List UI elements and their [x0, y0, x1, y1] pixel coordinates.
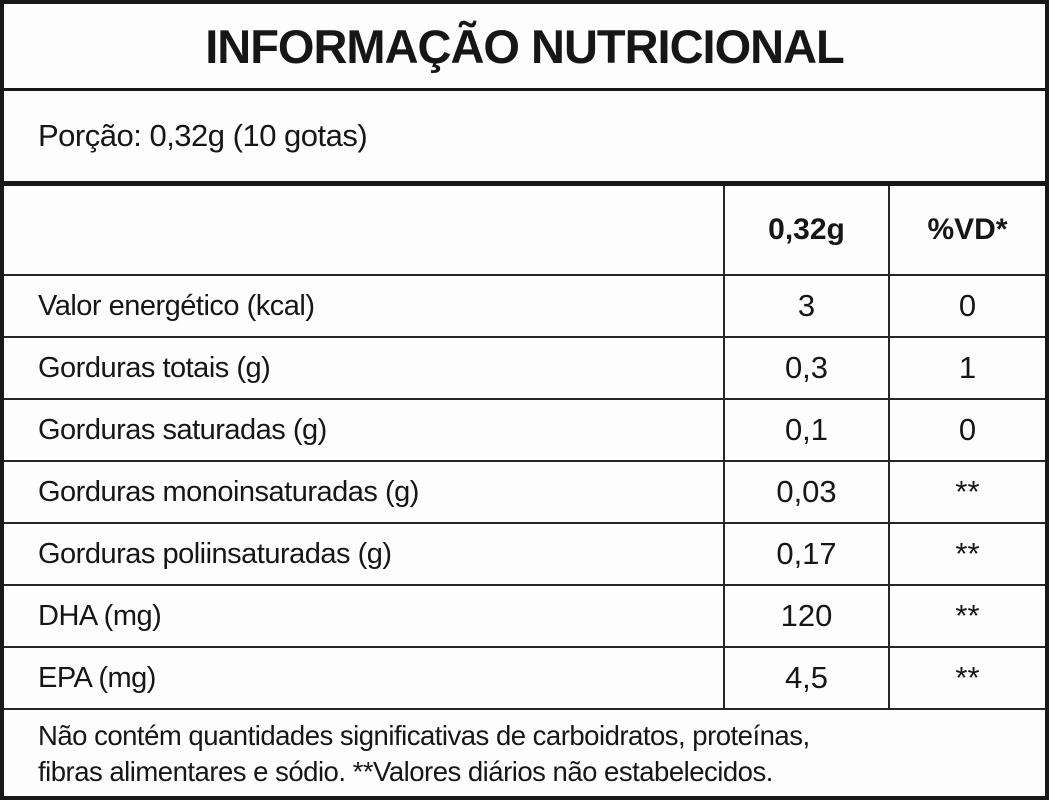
- table-row: Gorduras monoinsaturadas (g) 0,03 **: [4, 462, 1045, 524]
- footnote: Não contém quantidades significativas de…: [4, 710, 1045, 796]
- row-label: Gorduras poliinsaturadas (g): [38, 537, 392, 570]
- row-vd: 0: [888, 400, 1045, 460]
- row-amount: 4,5: [723, 648, 888, 708]
- row-label: Gorduras saturadas (g): [38, 413, 327, 446]
- row-label: Gorduras totais (g): [38, 351, 271, 384]
- table-row: Gorduras saturadas (g) 0,1 0: [4, 400, 1045, 462]
- row-label: Gorduras monoinsaturadas (g): [38, 475, 419, 508]
- row-label: DHA (mg): [38, 599, 162, 632]
- footnote-line: Não contém quantidades significativas de…: [38, 720, 810, 752]
- row-amount: 0,03: [723, 462, 888, 522]
- row-vd: **: [888, 524, 1045, 584]
- table-row: DHA (mg) 120 **: [4, 586, 1045, 648]
- header-amount: 0,32g: [723, 186, 888, 274]
- table-header-row: 0,32g %VD*: [4, 186, 1045, 276]
- table-row: Gorduras totais (g) 0,3 1: [4, 338, 1045, 400]
- table-row: Gorduras poliinsaturadas (g) 0,17 **: [4, 524, 1045, 586]
- table-row: EPA (mg) 4,5 **: [4, 648, 1045, 710]
- row-amount: 0,1: [723, 400, 888, 460]
- row-amount: 0,3: [723, 338, 888, 398]
- row-amount: 3: [723, 276, 888, 336]
- row-vd: **: [888, 462, 1045, 522]
- table-row: Valor energético (kcal) 3 0: [4, 276, 1045, 338]
- row-vd: 1: [888, 338, 1045, 398]
- footnote-line: fibras alimentares e sódio. **Valores di…: [38, 756, 773, 787]
- serving-size: Porção: 0,32g (10 gotas): [4, 91, 1045, 186]
- row-label: Valor energético (kcal): [38, 289, 315, 322]
- row-vd: **: [888, 648, 1045, 708]
- nutrition-table: 0,32g %VD* Valor energético (kcal) 3 0 G…: [4, 186, 1045, 710]
- row-amount: 120: [723, 586, 888, 646]
- header-empty-cell: [4, 186, 723, 274]
- row-amount: 0,17: [723, 524, 888, 584]
- header-vd: %VD*: [888, 186, 1045, 274]
- label-title: INFORMAÇÃO NUTRICIONAL: [4, 4, 1045, 91]
- row-vd: 0: [888, 276, 1045, 336]
- row-vd: **: [888, 586, 1045, 646]
- row-label: EPA (mg): [38, 661, 156, 694]
